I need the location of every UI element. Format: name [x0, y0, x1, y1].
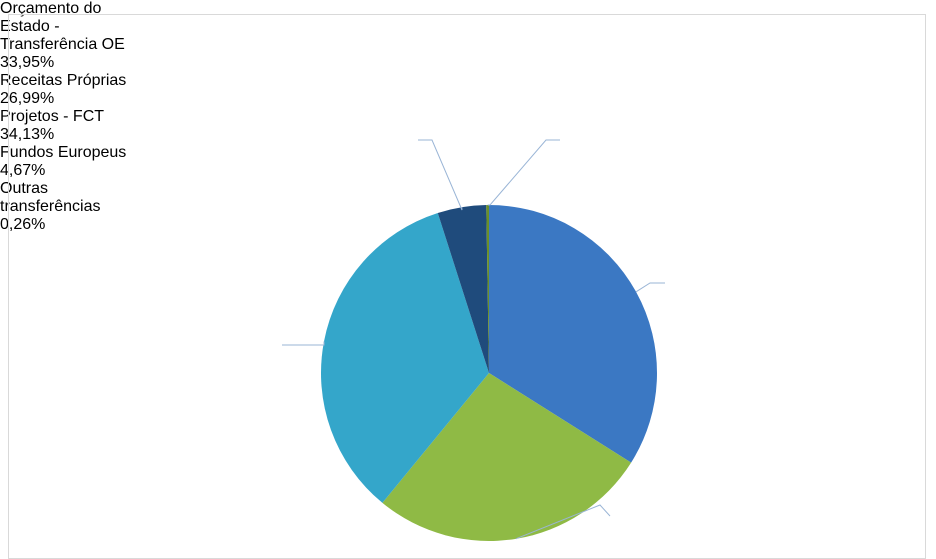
- slice-label: Projetos - FCT 34,13%: [0, 108, 936, 144]
- leader-line: [515, 504, 611, 540]
- value-label: 4,67%: [0, 162, 46, 179]
- slice-label: Orçamento do Estado - Transferência OE 33…: [0, 0, 140, 72]
- value-label: 0,26%: [0, 216, 46, 233]
- category-label: Fundos Europeus: [0, 144, 127, 161]
- value-label: 33,95%: [0, 54, 55, 71]
- pie-slice: [486, 205, 489, 373]
- leader-line: [282, 341, 325, 346]
- category-label: Orçamento do Estado - Transferência OE: [0, 0, 125, 53]
- slice-label: Outras transferências 0,26%: [0, 180, 115, 234]
- pie-slice: [321, 212, 489, 503]
- pie-slice: [489, 205, 657, 463]
- leader-line: [418, 139, 463, 211]
- slice-label: Receitas Próprias 26,99%: [0, 72, 936, 108]
- category-label: Outras transferências: [0, 180, 101, 215]
- leader-line: [487, 139, 560, 206]
- category-label: Projetos - FCT: [0, 108, 105, 125]
- category-label: Receitas Próprias: [0, 72, 127, 89]
- leader-line: [635, 282, 665, 293]
- pie-slice: [437, 205, 489, 373]
- value-label: 26,99%: [0, 90, 55, 107]
- slice-label: Fundos Europeus 4,67%: [0, 144, 936, 180]
- pie-slice: [382, 373, 632, 541]
- value-label: 34,13%: [0, 126, 55, 143]
